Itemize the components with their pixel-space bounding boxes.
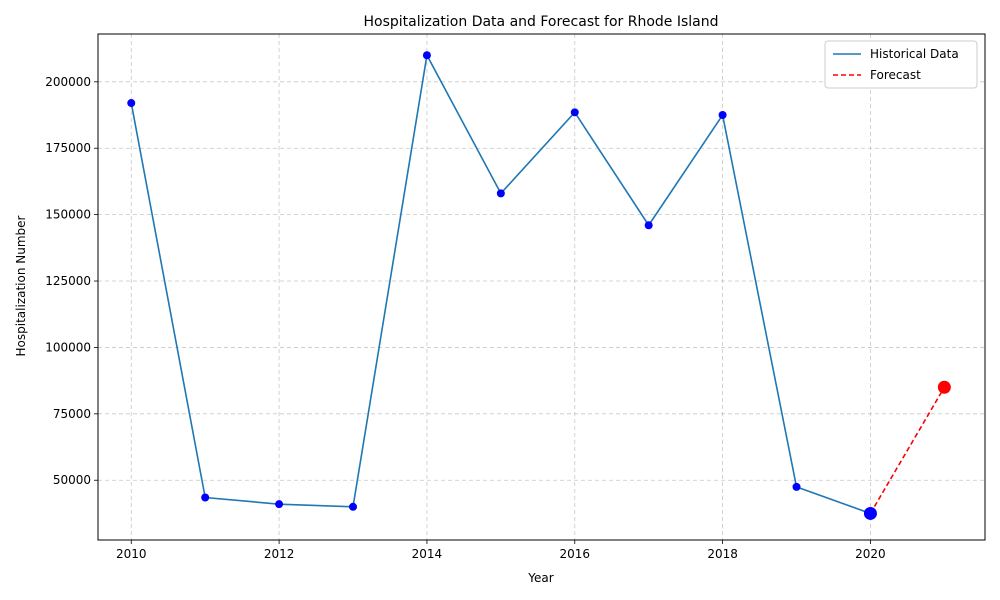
legend-label-historical: Historical Data (870, 47, 959, 61)
historical-data-point (570, 108, 579, 117)
historical-data-point (644, 221, 653, 230)
points-layer (127, 51, 951, 520)
historical-data-point (718, 111, 727, 120)
highlighted-point (863, 506, 877, 520)
x-tick-label: 2020 (855, 547, 886, 561)
historical-data-point (496, 189, 505, 198)
x-tick-label: 2010 (116, 547, 147, 561)
plot-frame (97, 33, 986, 541)
x-tick-label: 2012 (264, 547, 295, 561)
historical-data-point (792, 482, 801, 491)
historical-data-point (201, 493, 210, 502)
legend-box (824, 40, 978, 89)
y-tick-label: 175000 (45, 141, 91, 155)
x-tick-label: 2016 (559, 547, 590, 561)
y-tick-label: 50000 (53, 473, 91, 487)
y-axis-title: Hospitalization Number (14, 215, 28, 356)
x-tick-label: 2014 (412, 547, 443, 561)
x-tick-label: 2018 (707, 547, 738, 561)
historical-data-point (349, 502, 358, 511)
y-tick-label: 125000 (45, 274, 91, 288)
historical-data-point (127, 99, 136, 108)
y-tick-label: 100000 (45, 340, 91, 354)
legend: Historical Data Forecast (824, 40, 978, 89)
historical-data-point (275, 500, 284, 509)
y-tick-label: 150000 (45, 208, 91, 222)
y-tick-label: 75000 (53, 407, 91, 421)
forecast-line (869, 386, 946, 514)
chart-title: Hospitalization Data and Forecast for Rh… (363, 14, 718, 30)
legend-label-forecast: Forecast (870, 68, 921, 82)
axis-ticks: 2010 2012 2014 2016 2018 2020 50000 75000 100000… (45, 75, 886, 561)
y-tick-label: 200000 (45, 75, 91, 89)
x-axis-title: Year (527, 571, 553, 585)
highlighted-point (937, 380, 951, 394)
historical-data-point (422, 51, 431, 60)
